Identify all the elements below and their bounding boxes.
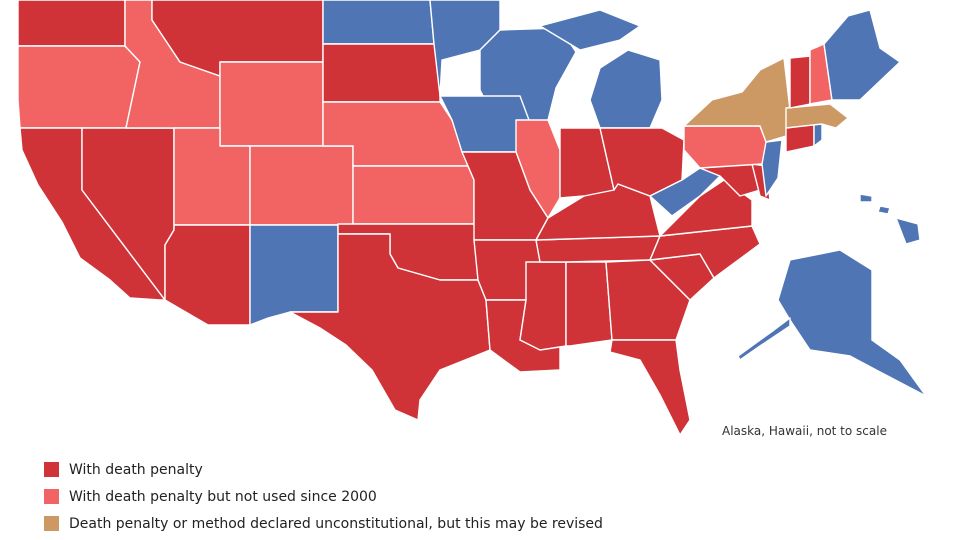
state-texas bbox=[289, 233, 491, 421]
state-vermont bbox=[789, 55, 811, 109]
scale-note: Alaska, Hawaii, not to scale bbox=[722, 424, 887, 438]
state-rhode-island bbox=[813, 123, 823, 147]
state-alabama bbox=[565, 261, 613, 347]
state-massachusetts bbox=[785, 103, 849, 129]
state-alaska-chain bbox=[737, 317, 791, 361]
legend-swatch bbox=[44, 516, 59, 531]
state-maine bbox=[823, 9, 901, 101]
state-arizona bbox=[164, 224, 251, 326]
state-oregon bbox=[17, 45, 141, 129]
state-new-york bbox=[683, 57, 791, 143]
state-florida bbox=[609, 339, 691, 436]
state-wyoming bbox=[219, 61, 324, 147]
state-new-mexico bbox=[249, 224, 339, 326]
legend-swatch bbox=[44, 489, 59, 504]
state-indiana bbox=[559, 127, 615, 199]
legend-item: Death penalty or method declared unconst… bbox=[44, 510, 603, 537]
legend-label: Death penalty or method declared unconst… bbox=[69, 515, 603, 532]
state-georgia bbox=[605, 259, 691, 341]
state-mississippi bbox=[519, 261, 567, 351]
state-alaska bbox=[777, 249, 927, 397]
state-hawaii-islands-2 bbox=[877, 205, 891, 215]
legend-item: With death penalty bbox=[44, 456, 603, 483]
state-kansas bbox=[352, 165, 475, 225]
legend: With death penalty With death penalty bu… bbox=[44, 456, 603, 540]
state-colorado bbox=[249, 145, 354, 226]
legend-swatch bbox=[44, 462, 59, 477]
legend-label: With death penalty bbox=[69, 461, 203, 478]
state-north-dakota bbox=[322, 0, 435, 45]
state-michigan bbox=[589, 49, 663, 129]
legend-label: With death penalty but not used since 20… bbox=[69, 488, 377, 505]
state-pennsylvania bbox=[683, 125, 769, 169]
state-michigan-up bbox=[539, 9, 641, 51]
state-south-dakota bbox=[322, 43, 441, 103]
legend-item: With death penalty but not used since 20… bbox=[44, 483, 603, 510]
state-hawaii bbox=[895, 217, 921, 245]
us-map bbox=[17, 0, 927, 436]
state-washington bbox=[17, 0, 126, 47]
state-new-jersey bbox=[761, 139, 783, 197]
state-minnesota bbox=[429, 0, 501, 97]
state-hawaii-islands bbox=[859, 193, 873, 203]
